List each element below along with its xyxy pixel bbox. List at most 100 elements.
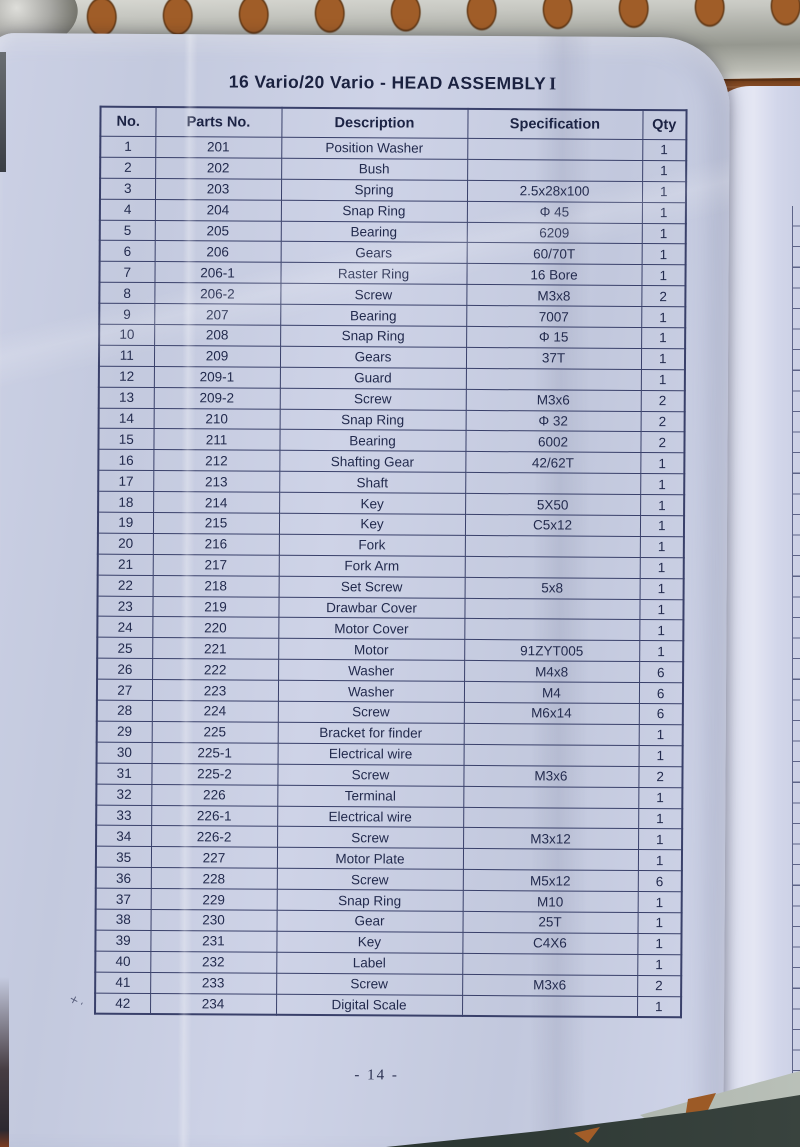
cell-specification <box>464 535 640 558</box>
cell-qty: 1 <box>637 891 682 913</box>
cell-specification: 7007 <box>466 305 642 328</box>
cell-no: 14 <box>98 407 154 429</box>
cell-parts-no: 202 <box>155 157 282 180</box>
cell-description: Bracket for finder <box>277 722 464 745</box>
cell-qty: 1 <box>638 724 683 746</box>
cell-specification: 5x8 <box>464 577 640 600</box>
cell-parts-no: 225 <box>151 721 278 744</box>
cell-no: 25 <box>97 637 153 659</box>
cell-no: 7 <box>99 261 155 283</box>
cell-parts-no: 231 <box>150 930 277 953</box>
cell-description: Electrical wire <box>277 805 464 828</box>
page-number: - 14 - <box>354 1067 399 1084</box>
cell-description: Position Washer <box>281 137 468 160</box>
cell-qty: 1 <box>640 452 685 475</box>
cell-specification: M3x6 <box>462 974 638 996</box>
cell-parts-no: 219 <box>152 596 279 618</box>
cell-description: Key <box>278 513 466 536</box>
cell-parts-no: 208 <box>154 324 281 347</box>
cell-specification <box>463 744 639 767</box>
cell-description: Drawbar Cover <box>278 596 465 619</box>
cell-parts-no: 211 <box>153 428 280 451</box>
cell-parts-no: 226 <box>151 784 278 806</box>
page-title: 16 Vario/20 Vario - HEAD ASSEMBLY I <box>100 71 686 96</box>
cell-description: Guard <box>279 367 466 390</box>
cell-parts-no: 221 <box>152 637 279 660</box>
cell-qty: 1 <box>639 515 685 537</box>
cell-qty: 1 <box>639 557 684 579</box>
cell-no: 28 <box>96 700 152 722</box>
cell-no: 11 <box>98 345 155 367</box>
cell-parts-no: 232 <box>150 951 277 973</box>
cell-specification: M3x6 <box>465 389 641 412</box>
cell-no: 13 <box>98 386 154 409</box>
cell-specification: 16 Bore <box>466 263 642 286</box>
cell-qty: 1 <box>642 139 687 161</box>
cell-specification <box>467 138 643 161</box>
cell-specification <box>464 618 640 641</box>
cell-qty: 2 <box>641 285 686 307</box>
cell-specification <box>467 159 643 182</box>
parts-table-body: 1 201 Position Washer 1 2 202 Bush 1 3 203 Spring 2… <box>95 136 687 1018</box>
cell-no: 26 <box>97 658 153 680</box>
cell-no: 39 <box>95 930 151 952</box>
cell-qty: 1 <box>639 578 684 600</box>
cell-no: 38 <box>95 909 151 931</box>
cell-qty: 1 <box>641 306 686 328</box>
column-header-parts-no: Parts No. <box>155 107 282 138</box>
cell-qty: 6 <box>639 661 684 683</box>
cell-no: 40 <box>95 950 151 973</box>
cell-qty: 1 <box>641 243 686 266</box>
cell-description: Screw <box>276 972 463 995</box>
cell-no: 33 <box>96 804 152 826</box>
cell-description: Screw <box>276 868 463 891</box>
cell-qty: 1 <box>638 807 683 830</box>
cell-description: Snap Ring <box>279 408 466 431</box>
cell-description: Motor Cover <box>278 617 465 640</box>
page-title-numeral: I <box>549 73 557 94</box>
cell-parts-no: 207 <box>154 303 281 326</box>
cell-specification: M5x12 <box>462 869 638 892</box>
cell-no: 15 <box>98 428 154 450</box>
cell-no: 41 <box>95 971 151 994</box>
cell-parts-no: 201 <box>155 136 282 159</box>
cell-parts-no: 234 <box>150 993 277 1016</box>
cell-no: 12 <box>98 365 154 388</box>
cell-parts-no: 214 <box>153 491 280 514</box>
parts-table-header: No. Parts No. Description Specification … <box>100 106 687 140</box>
cell-parts-no: 217 <box>152 554 279 576</box>
page-title-text: 16 Vario/20 Vario - HEAD ASSEMBLY <box>228 71 547 94</box>
cell-description: Washer <box>277 680 465 703</box>
cell-parts-no: 225-1 <box>151 742 278 765</box>
cell-description: Set Screw <box>278 575 465 599</box>
cell-qty: 1 <box>640 369 685 391</box>
cell-specification <box>463 723 639 746</box>
cell-specification: M4 <box>463 681 640 704</box>
cell-parts-no: 225-2 <box>151 763 278 785</box>
cell-parts-no: 213 <box>153 470 280 493</box>
cell-qty: 2 <box>640 390 685 412</box>
cell-qty: 1 <box>641 327 686 349</box>
cell-no: 17 <box>98 470 154 492</box>
cell-specification: C4X6 <box>462 932 638 955</box>
cell-parts-no: 203 <box>154 178 282 200</box>
cell-qty: 2 <box>640 431 685 454</box>
header-row: No. Parts No. Description Specification … <box>100 106 687 140</box>
cell-qty: 6 <box>637 870 682 892</box>
cell-qty: 6 <box>638 703 683 725</box>
cell-no: 27 <box>96 679 153 701</box>
cell-specification: 60/70T <box>466 242 642 265</box>
facing-page-table-lines <box>792 206 800 1084</box>
column-header-specification: Specification <box>467 108 643 140</box>
cell-description: Snap Ring <box>280 325 467 348</box>
cell-parts-no: 215 <box>152 512 280 535</box>
cell-description: Gear <box>276 910 463 933</box>
cell-qty: 1 <box>637 912 682 934</box>
cell-parts-no: 222 <box>152 658 279 681</box>
cell-description: Bush <box>281 158 468 181</box>
cell-no: 1 <box>100 136 156 158</box>
cell-specification: Φ 45 <box>466 201 642 224</box>
cell-description: Snap Ring <box>276 889 463 912</box>
cell-description: Motor <box>278 638 465 661</box>
